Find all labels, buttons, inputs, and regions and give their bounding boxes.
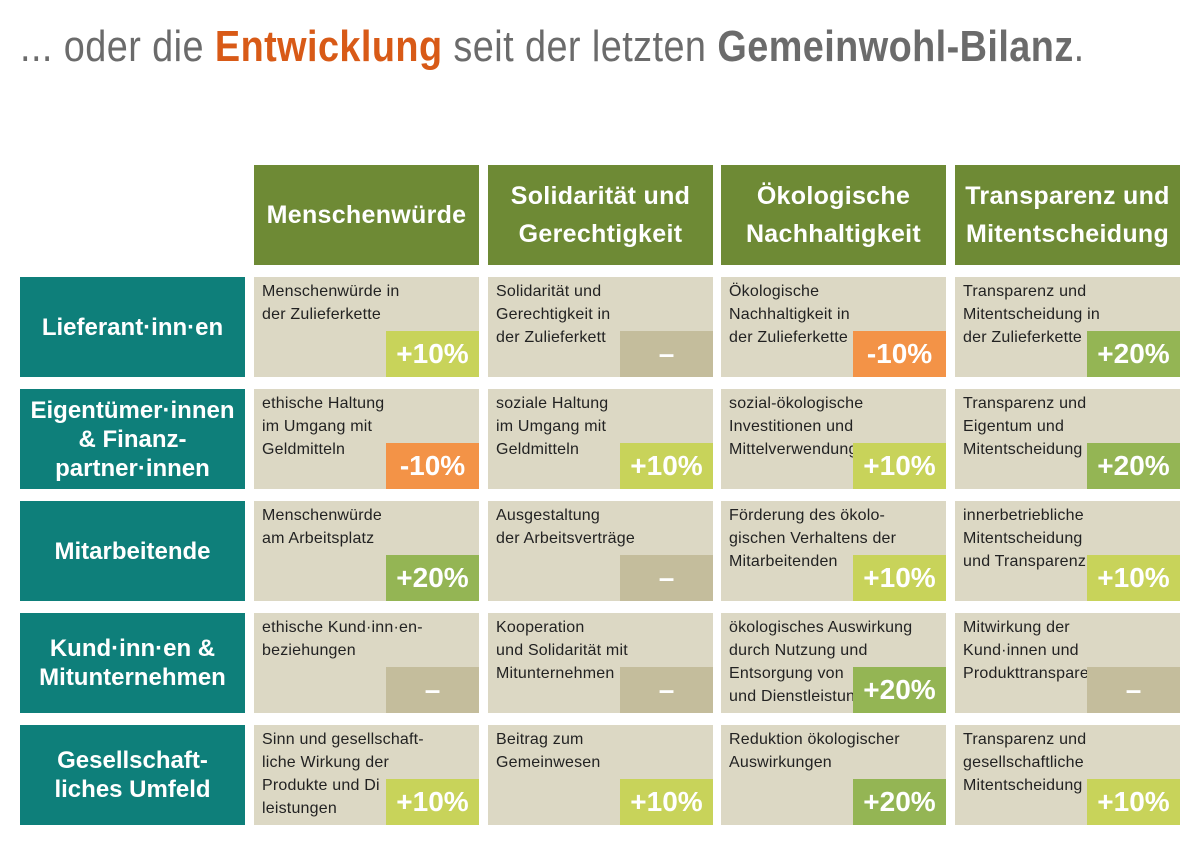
change-badge: +10% [1087,779,1180,825]
column-header: Transparenz und Mitentscheidung [955,165,1180,265]
change-badge: +10% [386,779,479,825]
change-badge: – [620,331,713,377]
row-header: Gesellschaft- liches Umfeld [20,725,245,825]
cell-description: Förderung des ökolo- gischen Verhaltens … [729,507,897,570]
change-badge: +10% [853,443,946,489]
cell-description: Menschenwürde am Arbeitsplatz [262,507,382,547]
cell-description: Reduktion ökologischer Auswirkungen [729,731,900,771]
title-highlight: Entwicklung [214,22,443,71]
cell-description: Transparenz und gesellschaftliche Mitent… [963,731,1087,794]
change-badge: +20% [853,779,946,825]
matrix-cell: ethische Haltung im Umgang mit Geldmitte… [254,389,479,489]
matrix-cell: Menschenwürde am Arbeitsplatz +20% [254,501,479,601]
cell-description: Kooperation und Solidarität mit Mitunter… [496,619,628,682]
change-badge: – [620,667,713,713]
column-header: Solidarität und Gerechtigkeit [488,165,713,265]
matrix-cell: Kooperation und Solidarität mit Mitunter… [488,613,713,713]
matrix-cell: Ökologische Nachhaltigkeit in der Zulief… [721,277,946,377]
cell-description: ökologisches Auswirkung durch Nutzung un… [729,619,913,705]
change-badge: +10% [1087,555,1180,601]
row-header: Kund·inn·en & Mitunternehmen [20,613,245,713]
matrix-cell: Transparenz und gesellschaftliche Mitent… [955,725,1180,825]
change-badge: +10% [853,555,946,601]
change-badge: -10% [853,331,946,377]
cell-description: innerbetriebliche Mitentscheidung und Tr… [963,507,1087,570]
matrix-cell: innerbetriebliche Mitentscheidung und Tr… [955,501,1180,601]
page-title: ... oder die Entwicklung seit der letzte… [20,22,1085,72]
matrix-cell: ethische Kund·inn·en- beziehungen – [254,613,479,713]
cell-description: Solidarität und Gerechtigkeit in der Zul… [496,283,611,346]
change-badge: +20% [1087,331,1180,377]
cell-description: soziale Haltung im Umgang mit Geldmittel… [496,395,609,458]
change-badge: +20% [853,667,946,713]
column-header: Ökologische Nachhaltigkeit [721,165,946,265]
cell-description: sozial-ökologische Investitionen und Mit… [729,395,864,458]
row-header: Lieferant·inn·en [20,277,245,377]
change-badge: +10% [386,331,479,377]
matrix-cell: Transparenz und Eigentum und Mitentschei… [955,389,1180,489]
matrix-cell: Sinn und gesellschaft- liche Wirkung der… [254,725,479,825]
matrix-cell: Beitrag zum Gemeinwesen +10% [488,725,713,825]
change-badge: – [1087,667,1180,713]
title-prefix: ... oder die [20,22,215,71]
matrix-cell: Transparenz und Mitentscheidung in der Z… [955,277,1180,377]
change-badge: -10% [386,443,479,489]
cell-description: Ökologische Nachhaltigkeit in der Zulief… [729,283,850,346]
title-suffix: . [1073,22,1085,71]
matrix-cell: Förderung des ökolo- gischen Verhaltens … [721,501,946,601]
cell-description: Beitrag zum Gemeinwesen [496,731,601,771]
matrix-cell: Reduktion ökologischer Auswirkungen +20% [721,725,946,825]
change-badge: – [620,555,713,601]
cell-description: Menschenwürde in der Zulieferkette [262,283,400,323]
matrix-cell: Solidarität und Gerechtigkeit in der Zul… [488,277,713,377]
change-badge: +20% [1087,443,1180,489]
cell-description: Mitwirkung der Kund·innen und Produkttra… [963,619,1107,682]
cell-description: Ausgestaltung der Arbeitsverträge [496,507,635,547]
change-badge: +10% [620,779,713,825]
matrix-cell: sozial-ökologische Investitionen und Mit… [721,389,946,489]
cell-description: ethische Haltung im Umgang mit Geldmitte… [262,395,385,458]
row-header: Eigentümer·innen & Finanz- partner·innen [20,389,245,489]
matrix-cell: Ausgestaltung der Arbeitsverträge – [488,501,713,601]
cell-description: ethische Kund·inn·en- beziehungen [262,619,423,659]
matrix-cell: ökologisches Auswirkung durch Nutzung un… [721,613,946,713]
cell-description: Sinn und gesellschaft- liche Wirkung der… [262,731,424,817]
title-middle: seit der letzten [442,22,718,71]
column-header: Menschenwürde [254,165,479,265]
title-bold: Gemeinwohl-Bilanz [717,22,1074,71]
matrix-cell: Menschenwürde in der Zulieferkette +10% [254,277,479,377]
matrix-cell: Mitwirkung der Kund·innen und Produkttra… [955,613,1180,713]
row-header: Mitarbeitende [20,501,245,601]
cell-description: Transparenz und Eigentum und Mitentschei… [963,395,1087,458]
matrix-cell: soziale Haltung im Umgang mit Geldmittel… [488,389,713,489]
change-badge: +20% [386,555,479,601]
change-badge: – [386,667,479,713]
change-badge: +10% [620,443,713,489]
cell-description: Transparenz und Mitentscheidung in der Z… [963,283,1101,346]
